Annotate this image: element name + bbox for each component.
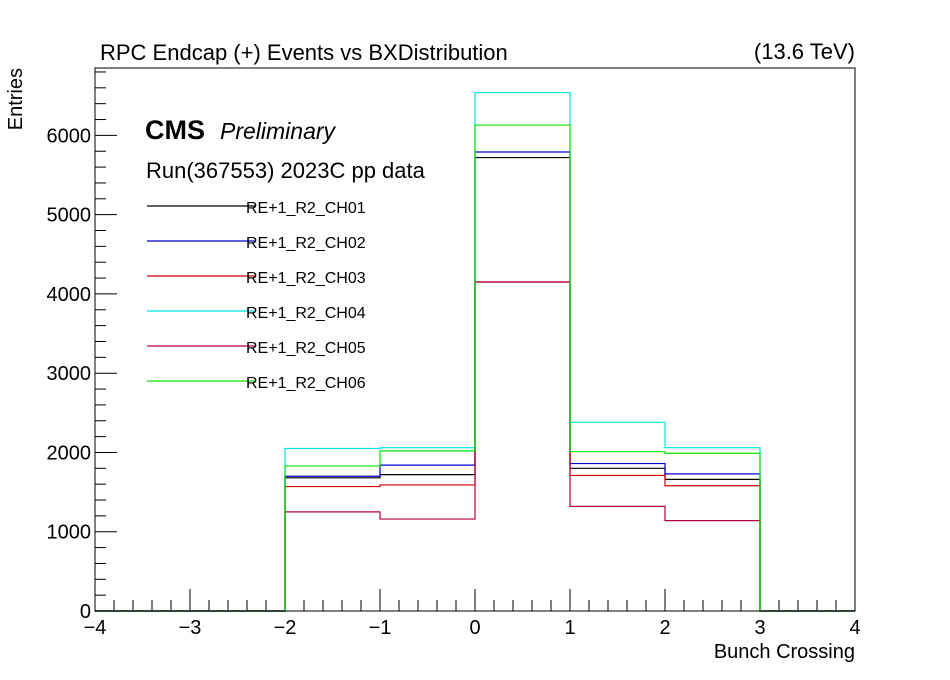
plot-frame <box>94 67 856 612</box>
x-tick-label: −4 <box>84 617 107 639</box>
tick-labels: 0 1000 2000 3000 4000 5000 6000 −4 −3 −2 −1 0 1 2 3 4 <box>47 125 861 639</box>
x-axis-label: Bunch Crossing <box>714 641 855 663</box>
x-tick-label: −1 <box>369 617 392 639</box>
preliminary-label: Preliminary <box>220 118 337 144</box>
y-axis-label: Entries <box>5 68 27 130</box>
legend-entry-label: RE+1_R2_CH03 <box>246 270 366 287</box>
y-tick-label: 4000 <box>47 284 92 306</box>
x-tick-label: −2 <box>274 617 297 639</box>
y-tick-label: 0 <box>80 601 91 623</box>
legend-entry-label: RE+1_R2_CH06 <box>246 375 366 392</box>
legend-entry-label: RE+1_R2_CH02 <box>246 235 366 252</box>
histogram-series <box>95 91 855 612</box>
series-re-1-r2-ch06 <box>95 124 855 612</box>
x-tick-label: 2 <box>659 617 670 639</box>
x-tick-label: 4 <box>849 617 860 639</box>
y-tick-label: 5000 <box>47 205 92 227</box>
legend-entry-label: RE+1_R2_CH01 <box>246 200 366 217</box>
x-tick-label: −3 <box>179 617 202 639</box>
y-tick-label: 6000 <box>47 125 92 147</box>
legend: RE+1_R2_CH01 RE+1_R2_CH02 RE+1_R2_CH03 RE+1… <box>147 200 366 392</box>
chart-title: RPC Endcap (+) Events vs BXDistribution <box>100 40 508 65</box>
y-tick-label: 3000 <box>47 363 92 385</box>
y-tick-label: 1000 <box>47 522 92 544</box>
x-tick-label: 1 <box>564 617 575 639</box>
legend-entry-label: RE+1_R2_CH05 <box>246 340 366 357</box>
energy-label: (13.6 TeV) <box>754 39 855 64</box>
axis-ticks <box>94 71 856 612</box>
x-tick-label: 3 <box>754 617 765 639</box>
y-tick-label: 2000 <box>47 442 92 464</box>
run-label: Run(367553) 2023C pp data <box>146 158 426 183</box>
legend-entry-label: RE+1_R2_CH04 <box>246 305 366 322</box>
cms-label: CMS <box>145 115 205 145</box>
x-tick-label: 0 <box>469 617 480 639</box>
